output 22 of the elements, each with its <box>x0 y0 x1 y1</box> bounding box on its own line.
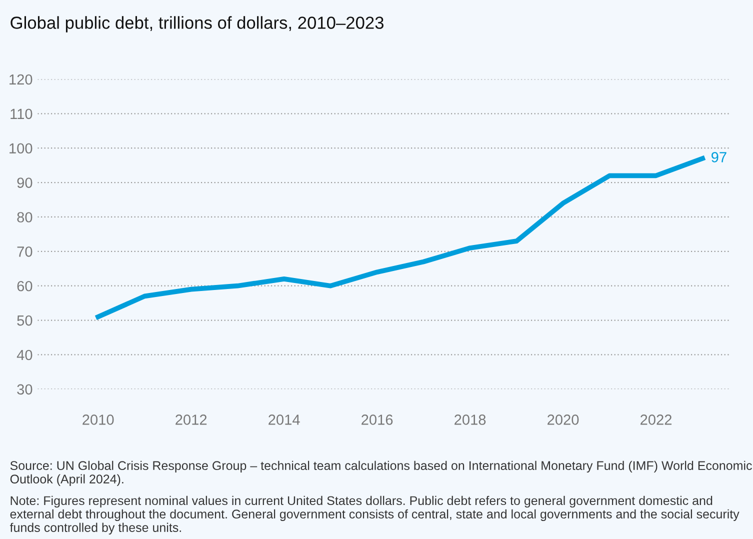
x-tick-label: 2018 <box>454 414 486 425</box>
y-tick-label: 70 <box>17 246 32 257</box>
source-note: Source: UN Global Crisis Response Group – technical team calculations based on International Monetary Fund (IMF) World Economic Outlook (April 2024). <box>10 460 752 486</box>
x-tick-label: 2012 <box>176 414 207 425</box>
y-tick-label: 60 <box>17 280 32 292</box>
x-tick-label: 2016 <box>362 414 393 425</box>
x-tick-label: 2020 <box>548 414 579 425</box>
x-tick-label: 2022 <box>640 414 672 425</box>
y-tick-label: 120 <box>10 74 32 85</box>
y-tick-label: 40 <box>16 350 32 360</box>
y-tick-label: 90 <box>17 178 32 188</box>
line-series <box>96 156 705 320</box>
chart-title: Global public debt, trillions of dollars, 2010–2023 <box>10 16 384 32</box>
text: Note: Figures represent nominal values in current United States dollars. Public debt refers to general government domestic and external debt throughout the document. General government consists of central, state and local governments and the social security funds controlled by these units. <box>10 496 740 534</box>
y-tick-label: 30 <box>17 384 32 395</box>
y-tick-label: 50 <box>17 315 32 326</box>
y-tick-label: 100 <box>10 143 32 154</box>
y-tick-label: 110 <box>10 108 32 120</box>
data-label: 97 <box>712 152 726 162</box>
y-tick-label: 80 <box>17 212 32 222</box>
x-tick-label: 2014 <box>268 414 300 425</box>
x-tick-label: 2010 <box>82 414 114 425</box>
